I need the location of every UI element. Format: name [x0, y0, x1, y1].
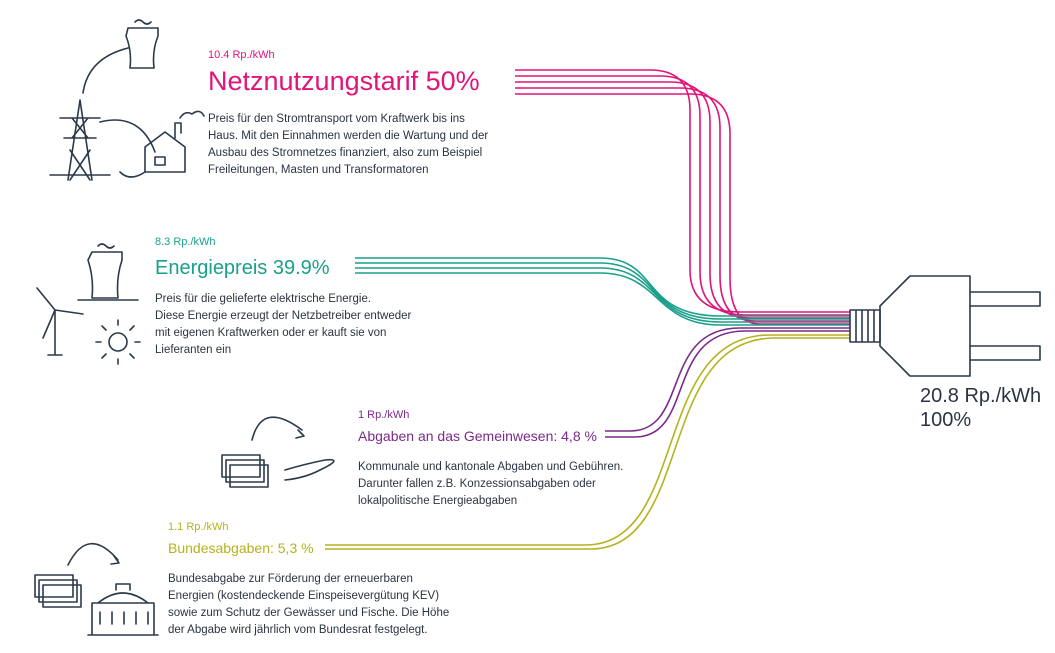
description-line: der Abgabe wird jährlich vom Bundesrat f…	[168, 624, 428, 636]
description-line: Freileitungen, Masten und Transformatore…	[208, 164, 429, 176]
description-line: Energien (kostendeckende Einspeisevergüt…	[168, 590, 439, 602]
description-line: Diese Energie erzeugt der Netzbetreiber …	[155, 310, 412, 322]
icon-energy	[37, 244, 140, 364]
section-communal: 1 Rp./kWh Abgaben an das Gemeinwesen: 4,…	[358, 409, 623, 507]
description-line: Haus. Mit den Einnahmen werden die Wartu…	[208, 130, 488, 142]
description-line: mit eigenen Kraftwerken oder er kauft si…	[155, 327, 386, 339]
description-line: Ausbau des Stromnetzes finanziert, also …	[208, 147, 482, 159]
infographic: 10.4 Rp./kWh Netznutzungstarif 50% Preis…	[0, 0, 1055, 653]
price: 1 Rp./kWh	[358, 409, 409, 421]
section-federal: 1.1 Rp./kWh Bundesabgaben: 5,3 % Bundesa…	[168, 521, 449, 636]
total-percent: 100%	[920, 409, 971, 431]
icon-grid	[50, 20, 204, 180]
description-line: sowie zum Schutz der Gewässer und Fische…	[168, 607, 449, 619]
section-title: Netznutzungstarif 50%	[208, 66, 480, 96]
price: 1.1 Rp./kWh	[168, 521, 229, 533]
section-title: Abgaben an das Gemeinwesen: 4,8 %	[358, 428, 597, 444]
section-energy: 8.3 Rp./kWh Energiepreis 39.9% Preis für…	[155, 236, 412, 356]
icon-communal	[222, 417, 334, 487]
section-title: Bundesabgaben: 5,3 %	[168, 540, 314, 556]
section-network: 10.4 Rp./kWh Netznutzungstarif 50% Preis…	[208, 49, 488, 176]
description-line: lokalpolitische Energieabgaben	[358, 495, 517, 507]
description-line: Bundesabgabe zur Förderung der erneuerba…	[168, 573, 413, 585]
price: 8.3 Rp./kWh	[155, 236, 216, 248]
price: 10.4 Rp./kWh	[208, 49, 275, 61]
icon-federal	[35, 544, 158, 635]
plug	[850, 276, 1040, 376]
wires-communal	[605, 328, 850, 437]
section-title: Energiepreis 39.9%	[155, 257, 330, 279]
total-price: 20.8 Rp./kWh	[920, 385, 1041, 407]
description-line: Darunter fallen z.B. Konzessionsabgaben …	[358, 478, 596, 490]
wires-network	[515, 70, 850, 324]
description-line: Preis für den Stromtransport vom Kraftwe…	[208, 113, 465, 125]
description-line: Kommunale und kantonale Abgaben und Gebü…	[358, 461, 623, 473]
description-line: Lieferanten ein	[155, 344, 231, 356]
description-line: Preis für die gelieferte elektrische Ene…	[155, 293, 371, 305]
